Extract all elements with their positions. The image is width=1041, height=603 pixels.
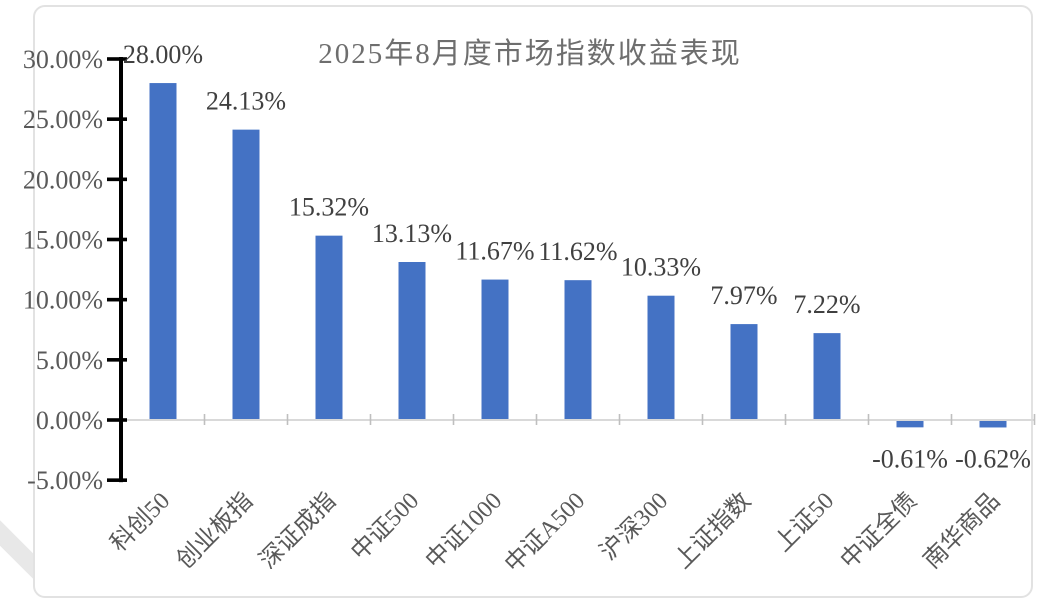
x-axis-tick: [535, 414, 538, 425]
value-label: 7.22%: [793, 290, 860, 319]
value-label: 11.62%: [538, 237, 617, 266]
y-axis-tick: [107, 418, 127, 422]
y-tick-label: 25.00%: [23, 105, 103, 134]
y-axis-line: [119, 57, 123, 483]
category-label: 深证成指: [254, 487, 341, 574]
value-label: 24.13%: [206, 87, 286, 116]
category-label: 中证A500: [499, 487, 590, 578]
y-axis-tick: [107, 358, 127, 362]
x-axis-tick: [784, 414, 787, 425]
bar: [149, 83, 177, 420]
x-axis-tick: [618, 414, 621, 425]
x-axis-tick: [867, 414, 870, 425]
y-tick-label: -5.00%: [27, 466, 103, 495]
bar: [564, 280, 592, 420]
value-label: 15.32%: [289, 193, 369, 222]
x-axis-tick: [701, 414, 704, 425]
category-label: 中证500: [346, 487, 424, 565]
x-axis-tick: [452, 414, 455, 425]
bar: [315, 235, 343, 420]
chart-title: 2025年8月度市场指数收益表现: [318, 38, 742, 70]
y-axis-tick: [107, 117, 127, 121]
y-axis-tick: [107, 177, 127, 182]
x-axis-line: [123, 419, 1035, 421]
category-label: 上证50: [769, 487, 839, 557]
value-label: 11.67%: [455, 237, 534, 266]
y-axis-tick: [107, 297, 127, 302]
x-axis-tick: [286, 414, 289, 425]
bar: [813, 333, 841, 420]
y-tick-label: 0.00%: [36, 406, 103, 435]
value-label: 13.13%: [372, 219, 452, 248]
x-axis-tick: [203, 414, 206, 425]
category-label: 南华商品: [918, 487, 1005, 574]
value-label: 28.00%: [123, 40, 203, 69]
bar: [481, 279, 509, 420]
chart-card: [33, 5, 1033, 598]
bar: [647, 295, 675, 420]
y-tick-label: 15.00%: [23, 226, 103, 255]
value-label: -0.61%: [872, 444, 948, 473]
x-axis-tick: [950, 414, 953, 425]
value-label: -0.62%: [955, 444, 1031, 473]
bar: [232, 129, 260, 420]
y-tick-label: 20.00%: [23, 165, 103, 194]
category-label: 中证1000: [420, 487, 507, 574]
value-label: 10.33%: [621, 253, 701, 282]
category-label: 上证指数: [669, 487, 756, 574]
x-axis-tick: [1033, 414, 1036, 425]
y-axis-tick: [107, 478, 127, 482]
y-tick-label: 30.00%: [23, 45, 103, 74]
category-label: 科创50: [105, 487, 175, 557]
value-label: 7.97%: [710, 281, 777, 310]
bar: [398, 262, 426, 420]
bar: [730, 324, 758, 420]
category-label: 创业板指: [171, 487, 258, 574]
y-tick-label: 10.00%: [23, 286, 103, 315]
bar: [896, 421, 924, 428]
bar: [979, 421, 1007, 428]
category-label: 沪深300: [595, 487, 673, 565]
x-axis-tick: [369, 414, 372, 425]
category-label: 中证全债: [835, 487, 922, 574]
y-axis-tick: [107, 57, 127, 61]
y-axis-tick: [107, 237, 127, 242]
y-tick-label: 5.00%: [36, 346, 103, 375]
